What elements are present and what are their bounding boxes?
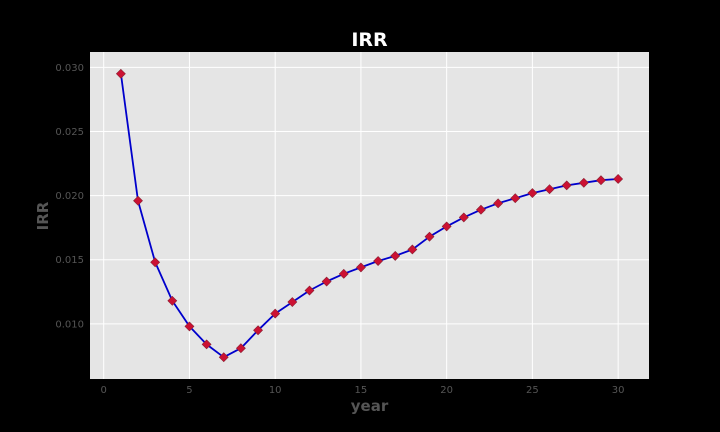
x-tick-label: 20: [440, 385, 453, 396]
data-point: [613, 174, 624, 184]
data-point: [304, 285, 315, 296]
data-point: [218, 352, 229, 363]
data-point: [561, 180, 572, 191]
grid-lines: [90, 52, 649, 379]
data-point: [184, 321, 195, 332]
data-point: [356, 262, 366, 273]
x-tick-label: 25: [526, 385, 539, 396]
plot-area: [90, 52, 649, 379]
x-tick-label: 15: [355, 385, 368, 396]
x-axis-label: year: [351, 397, 389, 415]
data-point: [270, 308, 281, 319]
data-point: [321, 276, 332, 287]
data-point: [596, 175, 606, 186]
data-point: [287, 297, 298, 307]
data-point: [201, 339, 212, 350]
x-tick-label: 30: [612, 385, 625, 396]
data-point: [338, 268, 349, 279]
data-point: [527, 188, 538, 198]
data-point: [544, 184, 555, 195]
tick-labels: 0 5 10 15 20 25 30 0.010 0.015 0.020 0.025 0.030: [55, 63, 624, 396]
data-point: [458, 212, 469, 223]
x-tick-label: 10: [269, 385, 282, 396]
y-axis-label: IRR: [34, 201, 52, 230]
data-point: [407, 244, 418, 255]
series-layer: [115, 68, 624, 363]
data-point: [578, 177, 589, 188]
chart-title: IRR: [351, 29, 388, 51]
y-tick-label: 0.025: [55, 127, 84, 138]
y-tick-label: 0.020: [55, 191, 84, 202]
x-tick-label: 0: [101, 385, 107, 396]
data-point: [441, 221, 452, 232]
data-point: [493, 198, 504, 209]
data-point: [235, 343, 246, 354]
data-point: [115, 68, 126, 79]
data-point: [424, 231, 435, 242]
data-point: [510, 193, 521, 204]
y-tick-label: 0.010: [55, 319, 84, 330]
data-point: [133, 195, 143, 206]
y-tick-label: 0.015: [55, 255, 84, 266]
data-point: [150, 257, 161, 268]
data-point: [390, 250, 401, 261]
data-point: [476, 204, 486, 215]
x-tick-label: 5: [186, 385, 192, 396]
data-point: [373, 256, 383, 266]
data-point: [167, 295, 178, 306]
y-tick-label: 0.030: [55, 63, 84, 74]
data-point: [253, 325, 263, 336]
